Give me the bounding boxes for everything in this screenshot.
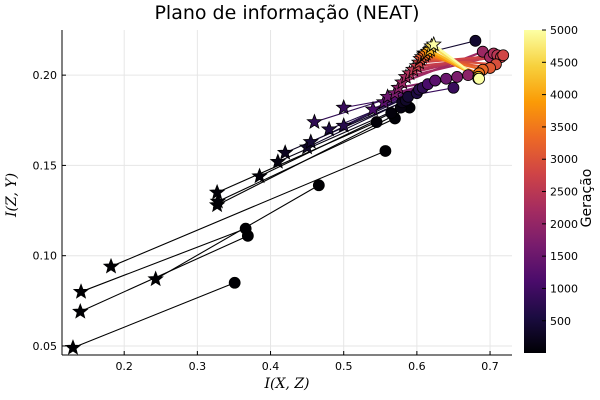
trajectory-line [216,121,377,194]
start-point [469,34,482,47]
trajectory-line [155,184,320,280]
end-point-star [72,283,90,299]
trajectory-line [80,228,246,293]
y-tick-label: 0.10 [33,250,58,263]
x-tick-label: 0.2 [115,360,133,373]
trajectory-lines [72,40,504,349]
trajectory-markers [64,34,510,355]
start-point [451,71,464,83]
end-point-star [102,257,120,274]
start-point [239,222,252,235]
colorbar-tick-label: 3500 [550,121,578,134]
y-axis-label: I(Z, Y) [4,173,20,218]
colorbar-tick-label: 2500 [550,186,578,199]
end-point-star [306,113,323,130]
end-point-star [320,120,338,137]
colorbar-label: Geração [579,169,595,228]
end-point-star [276,144,294,160]
chart-title: Plano de informação (NEAT) [154,2,419,24]
end-point-star [72,303,89,319]
colorbar-tick-label: 1000 [550,282,578,295]
start-point [462,69,474,82]
end-point-star [208,183,226,200]
end-point-star [269,153,287,169]
y-tick-label: 0.15 [33,159,58,172]
start-point [447,81,460,94]
end-point-star [64,339,82,355]
trajectory-line [277,107,402,163]
x-tick-label: 0.5 [335,360,353,373]
start-point [379,145,392,157]
trajectory-line [310,96,409,143]
start-point [370,116,383,128]
colorbar-tick-label: 5000 [550,24,578,37]
colorbar-ticks: 500 1000 1500 2000 2500 3000 3500 4000 4500 5000 [542,24,578,328]
end-point-star [425,35,442,52]
x-tick-label: 0.7 [481,360,499,373]
colorbar [524,30,546,353]
end-point-star [335,117,352,133]
start-point [385,107,398,119]
x-tick-label: 0.3 [189,360,207,373]
end-point-star [364,100,382,117]
x-axis-label: I(X, Z) [263,376,309,392]
colorbar-tick-label: 500 [550,315,571,328]
start-point [228,276,241,289]
x-tick-label: 0.4 [262,360,280,373]
colorbar-tick-label: 1500 [550,250,578,263]
trajectory-line [110,150,386,268]
start-point [497,49,510,62]
colorbar-tick-label: 2000 [550,218,578,231]
axes-layer [61,30,512,356]
end-point-star [335,99,352,115]
y-tick-label: 0.20 [33,69,58,82]
trajectory-line [401,50,484,84]
y-tick-label: 0.05 [33,340,58,353]
start-point [312,179,325,192]
start-point [440,72,453,85]
start-point [473,72,485,85]
end-point-star [147,270,164,287]
end-point-star [251,167,268,184]
x-tick-label: 0.6 [408,360,426,373]
colorbar-tick-label: 4000 [550,89,578,102]
trajectory-line [217,117,396,203]
start-point [429,74,442,87]
trajectory-line [72,282,235,349]
tick-labels: 0.2 0.3 0.4 0.5 0.6 0.7 0.05 0.10 0.15 0.20 [33,69,499,373]
colorbar-tick-label: 4500 [550,56,578,69]
colorbar-tick-label: 3000 [550,153,578,166]
end-point-star [302,133,319,149]
